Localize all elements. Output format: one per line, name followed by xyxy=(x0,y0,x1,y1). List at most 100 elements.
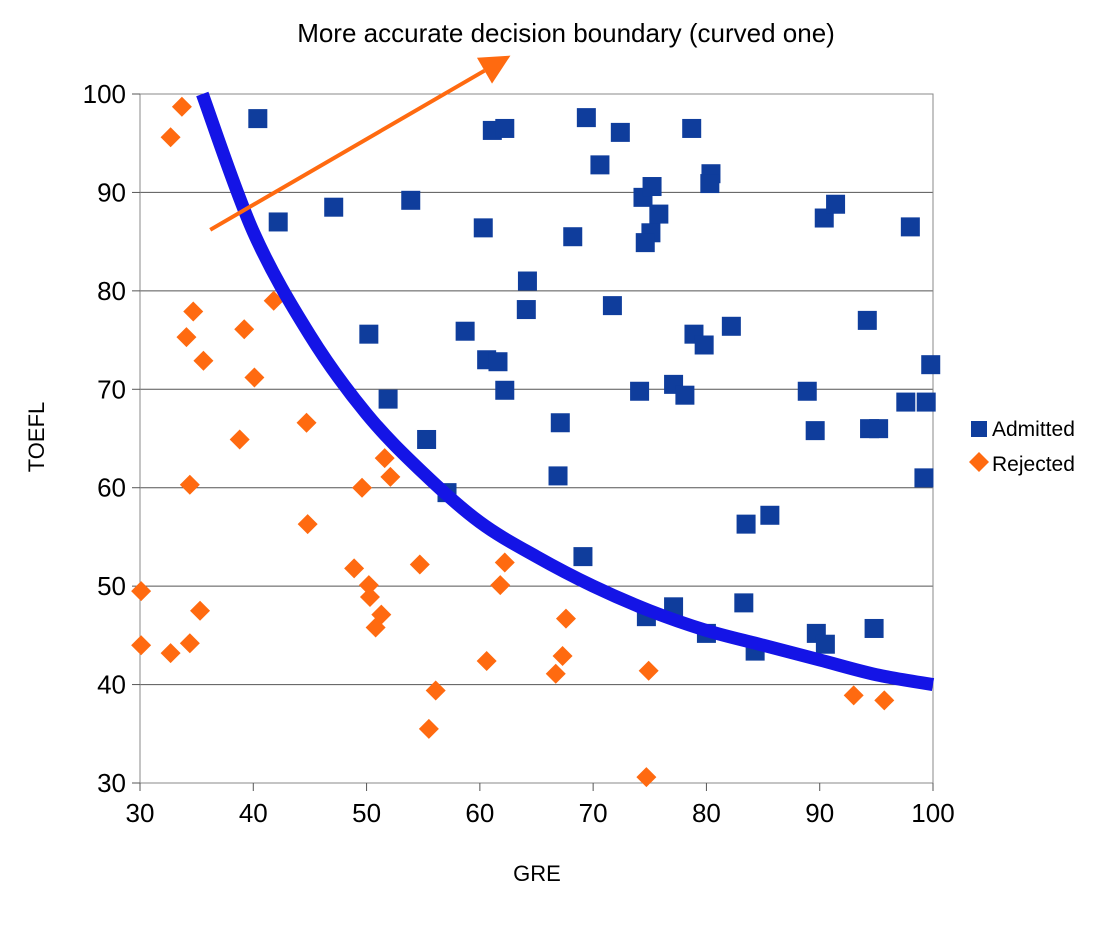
rejected-point xyxy=(193,350,214,371)
admitted-point xyxy=(378,389,398,409)
x-axis-label: GRE xyxy=(513,861,561,886)
x-tick-label: 30 xyxy=(126,798,155,828)
x-tick-label: 90 xyxy=(805,798,834,828)
y-tick-label: 70 xyxy=(97,374,126,404)
rejected-point xyxy=(358,575,379,596)
admitted-point xyxy=(815,634,835,654)
admitted-point xyxy=(517,271,537,291)
rejected-point xyxy=(418,718,439,739)
rejected-point xyxy=(476,650,497,671)
rejected-point xyxy=(425,680,446,701)
rejected-point xyxy=(545,663,566,684)
admitted-point xyxy=(736,514,756,534)
y-tick-label: 30 xyxy=(97,768,126,798)
rejected-point xyxy=(636,767,657,788)
admitted-point xyxy=(488,352,508,372)
x-tick-label: 60 xyxy=(465,798,494,828)
admitted-point xyxy=(675,385,695,405)
rejected-point xyxy=(359,586,380,607)
axis-ticks: 30 40 50 60 70 80 90 100 30 40 50 60 70 80 90 100 xyxy=(83,79,955,828)
admitted-point xyxy=(548,466,568,486)
rejected-point xyxy=(297,514,318,535)
rejected-point xyxy=(352,477,373,498)
arrow-head xyxy=(476,55,511,84)
rejected-point xyxy=(183,301,204,322)
admitted-point xyxy=(550,413,570,433)
admitted-point xyxy=(649,204,669,224)
rejected-point xyxy=(874,690,895,711)
annotation-arrow xyxy=(209,55,511,232)
legend-label-admitted: Admitted xyxy=(992,418,1075,441)
rejected-point xyxy=(190,600,211,621)
admitted-point xyxy=(857,310,877,330)
rejected-point xyxy=(263,290,284,311)
rejected-point xyxy=(179,474,200,495)
admitted-point xyxy=(495,118,515,138)
rejected-point xyxy=(296,412,317,433)
admitted-point xyxy=(896,392,916,412)
admitted-point xyxy=(359,324,379,344)
rejected-point xyxy=(555,608,576,629)
rejected-point xyxy=(176,327,197,348)
admitted-point xyxy=(248,109,268,129)
admitted-point xyxy=(495,380,515,400)
plot-area xyxy=(139,93,934,784)
arrow-shaft xyxy=(209,68,486,232)
admitted-point xyxy=(700,174,720,194)
admitted-point xyxy=(516,300,536,320)
rejected-point xyxy=(374,448,395,469)
decision-boundary xyxy=(196,91,935,691)
y-tick-label: 50 xyxy=(97,571,126,601)
rejected-point xyxy=(160,127,181,148)
rejected-point xyxy=(638,660,659,681)
x-tick-label: 80 xyxy=(692,798,721,828)
rejected-point xyxy=(380,466,401,487)
rejected-point xyxy=(344,558,365,579)
admitted-point xyxy=(642,177,662,197)
admitted-point xyxy=(563,227,583,247)
admitted-point xyxy=(324,197,344,217)
admitted-point xyxy=(401,190,421,210)
boundary-curve xyxy=(196,91,935,691)
admitted-point xyxy=(900,217,920,237)
admitted-point xyxy=(797,381,817,401)
admitted-point xyxy=(268,212,288,232)
rejected-point xyxy=(234,319,255,340)
admitted-point xyxy=(921,355,941,375)
rejected-point xyxy=(490,575,511,596)
admitted-point xyxy=(760,505,780,525)
admitted-point xyxy=(805,421,825,441)
admitted-point xyxy=(721,316,741,336)
legend-marker-rejected xyxy=(969,452,989,472)
rejected-point xyxy=(160,643,181,664)
annotation-text: More accurate decision boundary (curved … xyxy=(297,18,835,48)
admitted-point xyxy=(635,233,655,253)
y-tick-label: 100 xyxy=(83,79,126,109)
x-tick-label: 70 xyxy=(579,798,608,828)
y-tick-label: 80 xyxy=(97,276,126,306)
y-tick-label: 40 xyxy=(97,670,126,700)
admitted-point xyxy=(826,194,846,214)
admitted-point xyxy=(602,296,622,316)
rejected-point xyxy=(843,685,864,706)
admitted-point xyxy=(473,218,493,238)
y-tick-label: 60 xyxy=(97,473,126,503)
admitted-point xyxy=(916,392,936,412)
rejected-point xyxy=(494,552,515,573)
admitted-point xyxy=(734,593,754,613)
admitted-point xyxy=(869,419,889,439)
admitted-point xyxy=(576,108,596,128)
rejected-point xyxy=(552,646,573,667)
admitted-point xyxy=(630,381,650,401)
rejected-point xyxy=(244,367,265,388)
rejected-point xyxy=(131,581,152,602)
y-tick-label: 90 xyxy=(97,177,126,207)
x-tick-label: 40 xyxy=(239,798,268,828)
admitted-point xyxy=(573,547,593,567)
rejected-point xyxy=(409,554,430,575)
rejected-point xyxy=(229,429,250,450)
x-tick-label: 100 xyxy=(911,798,954,828)
admitted-point xyxy=(694,335,714,355)
y-axis-label: TOEFL xyxy=(24,402,49,473)
